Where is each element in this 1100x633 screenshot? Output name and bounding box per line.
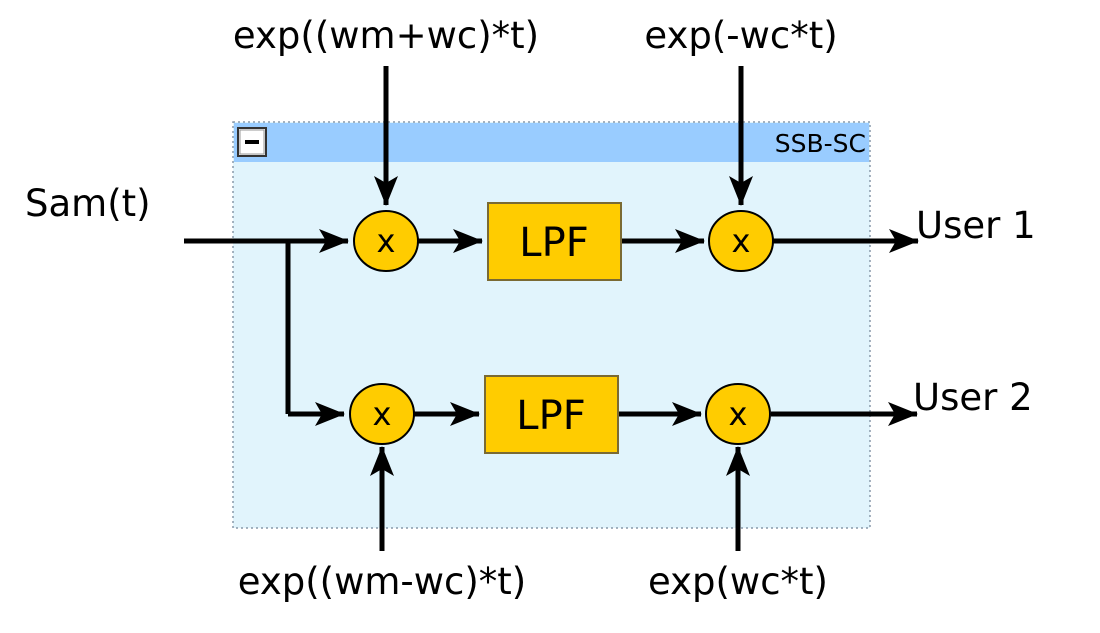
group-header (234, 123, 869, 162)
lower-mixer-2: x (705, 383, 771, 445)
lower-mixer-1: x (349, 383, 415, 445)
upper-lpf-block: LPF (487, 202, 622, 281)
group-title: SSB-SC (775, 129, 866, 158)
upper-lpf-label: LPF (519, 220, 588, 266)
group-body (232, 121, 871, 529)
lower-mixer-2-symbol: x (729, 395, 748, 433)
lower-lpf-label: LPF (516, 393, 585, 439)
user-2-output-label: User 2 (913, 376, 1033, 419)
ssb-sc-group: SSB-SC (232, 121, 871, 529)
upper-mixer-1-symbol: x (377, 222, 396, 260)
signal-wires (184, 66, 919, 551)
upper-osc-in-label: exp((wm+wc)*t) (233, 14, 539, 57)
upper-osc-out-label: exp(-wc*t) (644, 14, 837, 57)
upper-mixer-2-symbol: x (732, 222, 751, 260)
collapse-button[interactable] (237, 127, 267, 157)
lower-mixer-1-symbol: x (373, 395, 392, 433)
user-1-output-label: User 1 (916, 204, 1036, 247)
input-label: Sam(t) (25, 182, 151, 225)
lower-osc-in-label: exp((wm-wc)*t) (238, 560, 527, 603)
upper-mixer-2: x (708, 210, 774, 272)
upper-mixer-1: x (353, 210, 419, 272)
lower-osc-out-label: exp(wc*t) (648, 560, 828, 603)
minus-icon (245, 140, 259, 144)
lower-lpf-block: LPF (484, 375, 619, 454)
